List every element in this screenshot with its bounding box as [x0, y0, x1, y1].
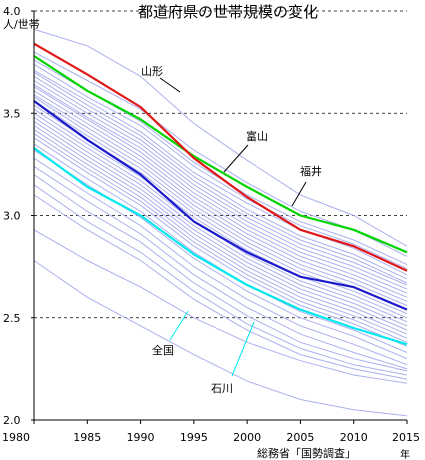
background-series-line-18: [33, 116, 408, 327]
background-series-line-27: [33, 165, 408, 370]
source-note: 総務省「国勢調査」: [257, 446, 356, 460]
annotation-label-山形: 山形: [141, 65, 163, 78]
series-line-富山: [33, 42, 408, 272]
background-series-line-29: [33, 184, 408, 376]
highlighted-series-lines: [33, 42, 408, 346]
background-series-line-7: [33, 75, 408, 284]
x-tick-label-1985: 1985: [73, 431, 101, 444]
y-axis-ticks: 2.0 2.5 3.0 3.5 4.0: [3, 5, 34, 427]
y-tick-label-3.0: 3.0: [3, 210, 21, 223]
y-tick-label-4.0: 4.0: [3, 5, 21, 18]
y-tick-label-2.5: 2.5: [3, 312, 21, 325]
annotation-leader-全国: [169, 310, 189, 341]
x-tick-label-1980: 1980: [2, 431, 30, 444]
annotation-leader-福井: [291, 181, 307, 207]
background-series-line-16: [33, 108, 408, 319]
background-series-line-6: [33, 71, 408, 280]
background-series-line-13: [33, 96, 408, 306]
y-axis-label: 人/世帯: [3, 18, 40, 31]
annotation-leader-石川: [231, 321, 255, 377]
background-series-line-28: [33, 174, 408, 372]
annotation-label-石川: 石川: [211, 382, 233, 395]
background-series-line-25: [33, 149, 408, 360]
annotation-label-福井: 福井: [300, 164, 322, 178]
background-series-line-20: [33, 125, 408, 335]
background-series-line-8: [33, 80, 408, 286]
x-tick-label-1995: 1995: [180, 431, 208, 444]
background-series-line-21: [33, 129, 408, 339]
background-series-line-30: [33, 194, 408, 380]
x-tick-label-1990: 1990: [127, 431, 155, 444]
x-axis-unit: 年: [400, 448, 410, 460]
background-series-line-10: [33, 86, 408, 294]
grid-lines: [34, 10, 407, 319]
background-series-line-22: [33, 133, 408, 343]
background-series-line-5: [33, 69, 408, 276]
background-series-line-12: [33, 94, 408, 302]
x-tick-label-2015: 2015: [392, 431, 420, 444]
background-series-line-11: [33, 90, 408, 298]
background-series-line-14: [33, 100, 408, 311]
series-line-山形: [33, 55, 408, 254]
annotation-leader-富山: [223, 144, 249, 173]
background-series-line-1: [33, 28, 408, 247]
background-series-line-31: [33, 229, 408, 384]
annotation-label-富山: 富山: [246, 129, 268, 143]
y-tick-label-2.0: 2.0: [3, 414, 21, 427]
x-axis-ticks: 1980 1985 1990 1995 2000 2005 2010 2015: [2, 420, 420, 444]
series-line-全国: [33, 100, 408, 311]
series-line-石川: [33, 147, 408, 346]
background-series-line-4: [33, 63, 408, 270]
background-series-line-19: [33, 120, 408, 331]
background-series-line-23: [33, 137, 408, 347]
background-series-line-9: [33, 84, 408, 290]
annotation-leader-山形: [159, 77, 181, 93]
x-tick-label-2000: 2000: [233, 431, 261, 444]
y-tick-label-3.5: 3.5: [3, 107, 21, 120]
x-tick-label-2010: 2010: [340, 431, 368, 444]
x-tick-label-2005: 2005: [286, 431, 314, 444]
chart-title: 都道府県の世帯規模の変化: [138, 3, 318, 21]
background-prefecture-lines: [33, 28, 408, 417]
annotation-label-全国: 全国: [152, 343, 174, 357]
background-series-line-26: [33, 157, 408, 366]
background-series-line-32: [33, 260, 408, 417]
